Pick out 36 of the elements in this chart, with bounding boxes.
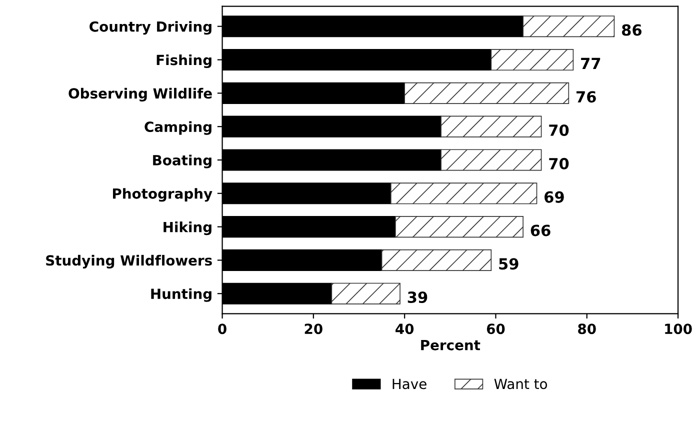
y-tick-label: Country Driving	[90, 21, 212, 35]
legend-label: Want to	[494, 378, 548, 390]
y-tick-label: Photography	[113, 188, 212, 202]
x-tick-label: 40	[396, 324, 414, 334]
x-tick-label: 60	[486, 324, 505, 334]
x-axis-title: Percent	[421, 340, 480, 350]
total-label: 59	[499, 258, 518, 270]
total-label: 86	[622, 24, 642, 36]
x-tick-label: 100	[665, 324, 692, 334]
bar	[395, 216, 524, 238]
total-label: 69	[544, 191, 564, 203]
bar	[390, 182, 538, 204]
total-label: 77	[581, 58, 600, 69]
bar	[440, 149, 542, 171]
y-tick-label: Boating	[153, 154, 212, 168]
bar	[331, 282, 400, 304]
total-label: 70	[549, 158, 569, 170]
bar	[381, 249, 492, 271]
y-tick-label: Fishing	[156, 54, 212, 68]
bar	[440, 116, 542, 138]
y-tick-label: Observing Wildlife	[68, 88, 212, 102]
y-tick-label: Hiking	[164, 222, 212, 236]
total-label: 66	[530, 224, 550, 236]
total-label: 39	[408, 291, 428, 304]
bar	[522, 16, 615, 38]
bar	[404, 82, 570, 104]
total-label: 70	[549, 124, 569, 136]
bar	[490, 48, 574, 71]
total-label: 76	[576, 91, 596, 103]
y-tick-label: Camping	[144, 121, 212, 135]
x-tick-label: 80	[578, 324, 596, 334]
x-tick-label: 0	[218, 324, 226, 334]
legend-label: Have	[392, 378, 426, 390]
x-tick-label: 20	[304, 324, 322, 334]
y-tick-label: Hunting	[151, 288, 212, 302]
y-tick-label: Studying Wildflowers	[46, 254, 212, 268]
